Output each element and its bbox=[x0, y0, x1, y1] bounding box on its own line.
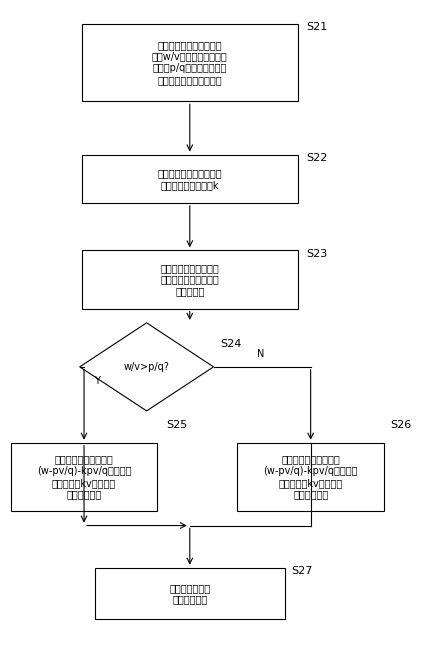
FancyBboxPatch shape bbox=[237, 443, 384, 511]
Text: 取得摄像头取得图像的像
素比w/v和显示装置的显示
像素比p/q，比较这两个值
的大小，并记录比较结果: 取得摄像头取得图像的像 素比w/v和显示装置的显示 像素比p/q，比较这两个值 … bbox=[152, 40, 227, 85]
Text: 判断摄像头取得图像后
是否经过缩放处理并取
得缩放比例: 判断摄像头取得图像后 是否经过缩放处理并取 得缩放比例 bbox=[161, 263, 219, 296]
Text: S26: S26 bbox=[391, 420, 412, 430]
FancyBboxPatch shape bbox=[95, 567, 285, 619]
Text: S22: S22 bbox=[306, 153, 328, 163]
Text: Y: Y bbox=[94, 376, 100, 386]
FancyBboxPatch shape bbox=[11, 443, 158, 511]
Text: 设定横轴方向裁剪量为
(w-pv/q)-kpv/q，纵轴方
向裁剪量为kv，并取得
其实际裁减量: 设定横轴方向裁剪量为 (w-pv/q)-kpv/q，纵轴方 向裁剪量为kv，并取… bbox=[37, 455, 131, 499]
Text: N: N bbox=[257, 349, 265, 359]
Polygon shape bbox=[80, 323, 213, 411]
Text: S23: S23 bbox=[306, 249, 328, 259]
Text: S24: S24 bbox=[220, 338, 242, 348]
Text: S25: S25 bbox=[166, 420, 187, 430]
Text: 设定纵轴方向裁剪量为
(w-pv/q)-kpv/q，横轴方
向裁剪量为kv，并取得
其实际裁减量: 设定纵轴方向裁剪量为 (w-pv/q)-kpv/q，横轴方 向裁剪量为kv，并取… bbox=[264, 455, 358, 499]
FancyBboxPatch shape bbox=[82, 251, 298, 308]
FancyBboxPatch shape bbox=[82, 24, 298, 101]
Text: 选择对图像的裁剪方式，
并取得裁剪比例因子k: 选择对图像的裁剪方式， 并取得裁剪比例因子k bbox=[158, 168, 222, 190]
Text: w/v>p/q?: w/v>p/q? bbox=[124, 362, 169, 372]
Text: S21: S21 bbox=[306, 22, 328, 32]
Text: S27: S27 bbox=[291, 566, 312, 576]
Text: 按照上述实际裁
减量裁剪图像: 按照上述实际裁 减量裁剪图像 bbox=[169, 583, 210, 604]
FancyBboxPatch shape bbox=[82, 155, 298, 203]
